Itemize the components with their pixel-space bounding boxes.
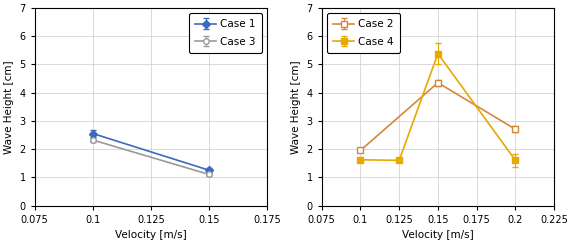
- X-axis label: Velocity [m/s]: Velocity [m/s]: [115, 230, 187, 240]
- Y-axis label: Wave Height [cm]: Wave Height [cm]: [291, 60, 301, 153]
- Legend: Case 1, Case 3: Case 1, Case 3: [189, 13, 262, 53]
- Legend: Case 2, Case 4: Case 2, Case 4: [327, 13, 400, 53]
- Y-axis label: Wave Height [cm]: Wave Height [cm]: [4, 60, 14, 153]
- X-axis label: Velocity [m/s]: Velocity [m/s]: [402, 230, 474, 240]
